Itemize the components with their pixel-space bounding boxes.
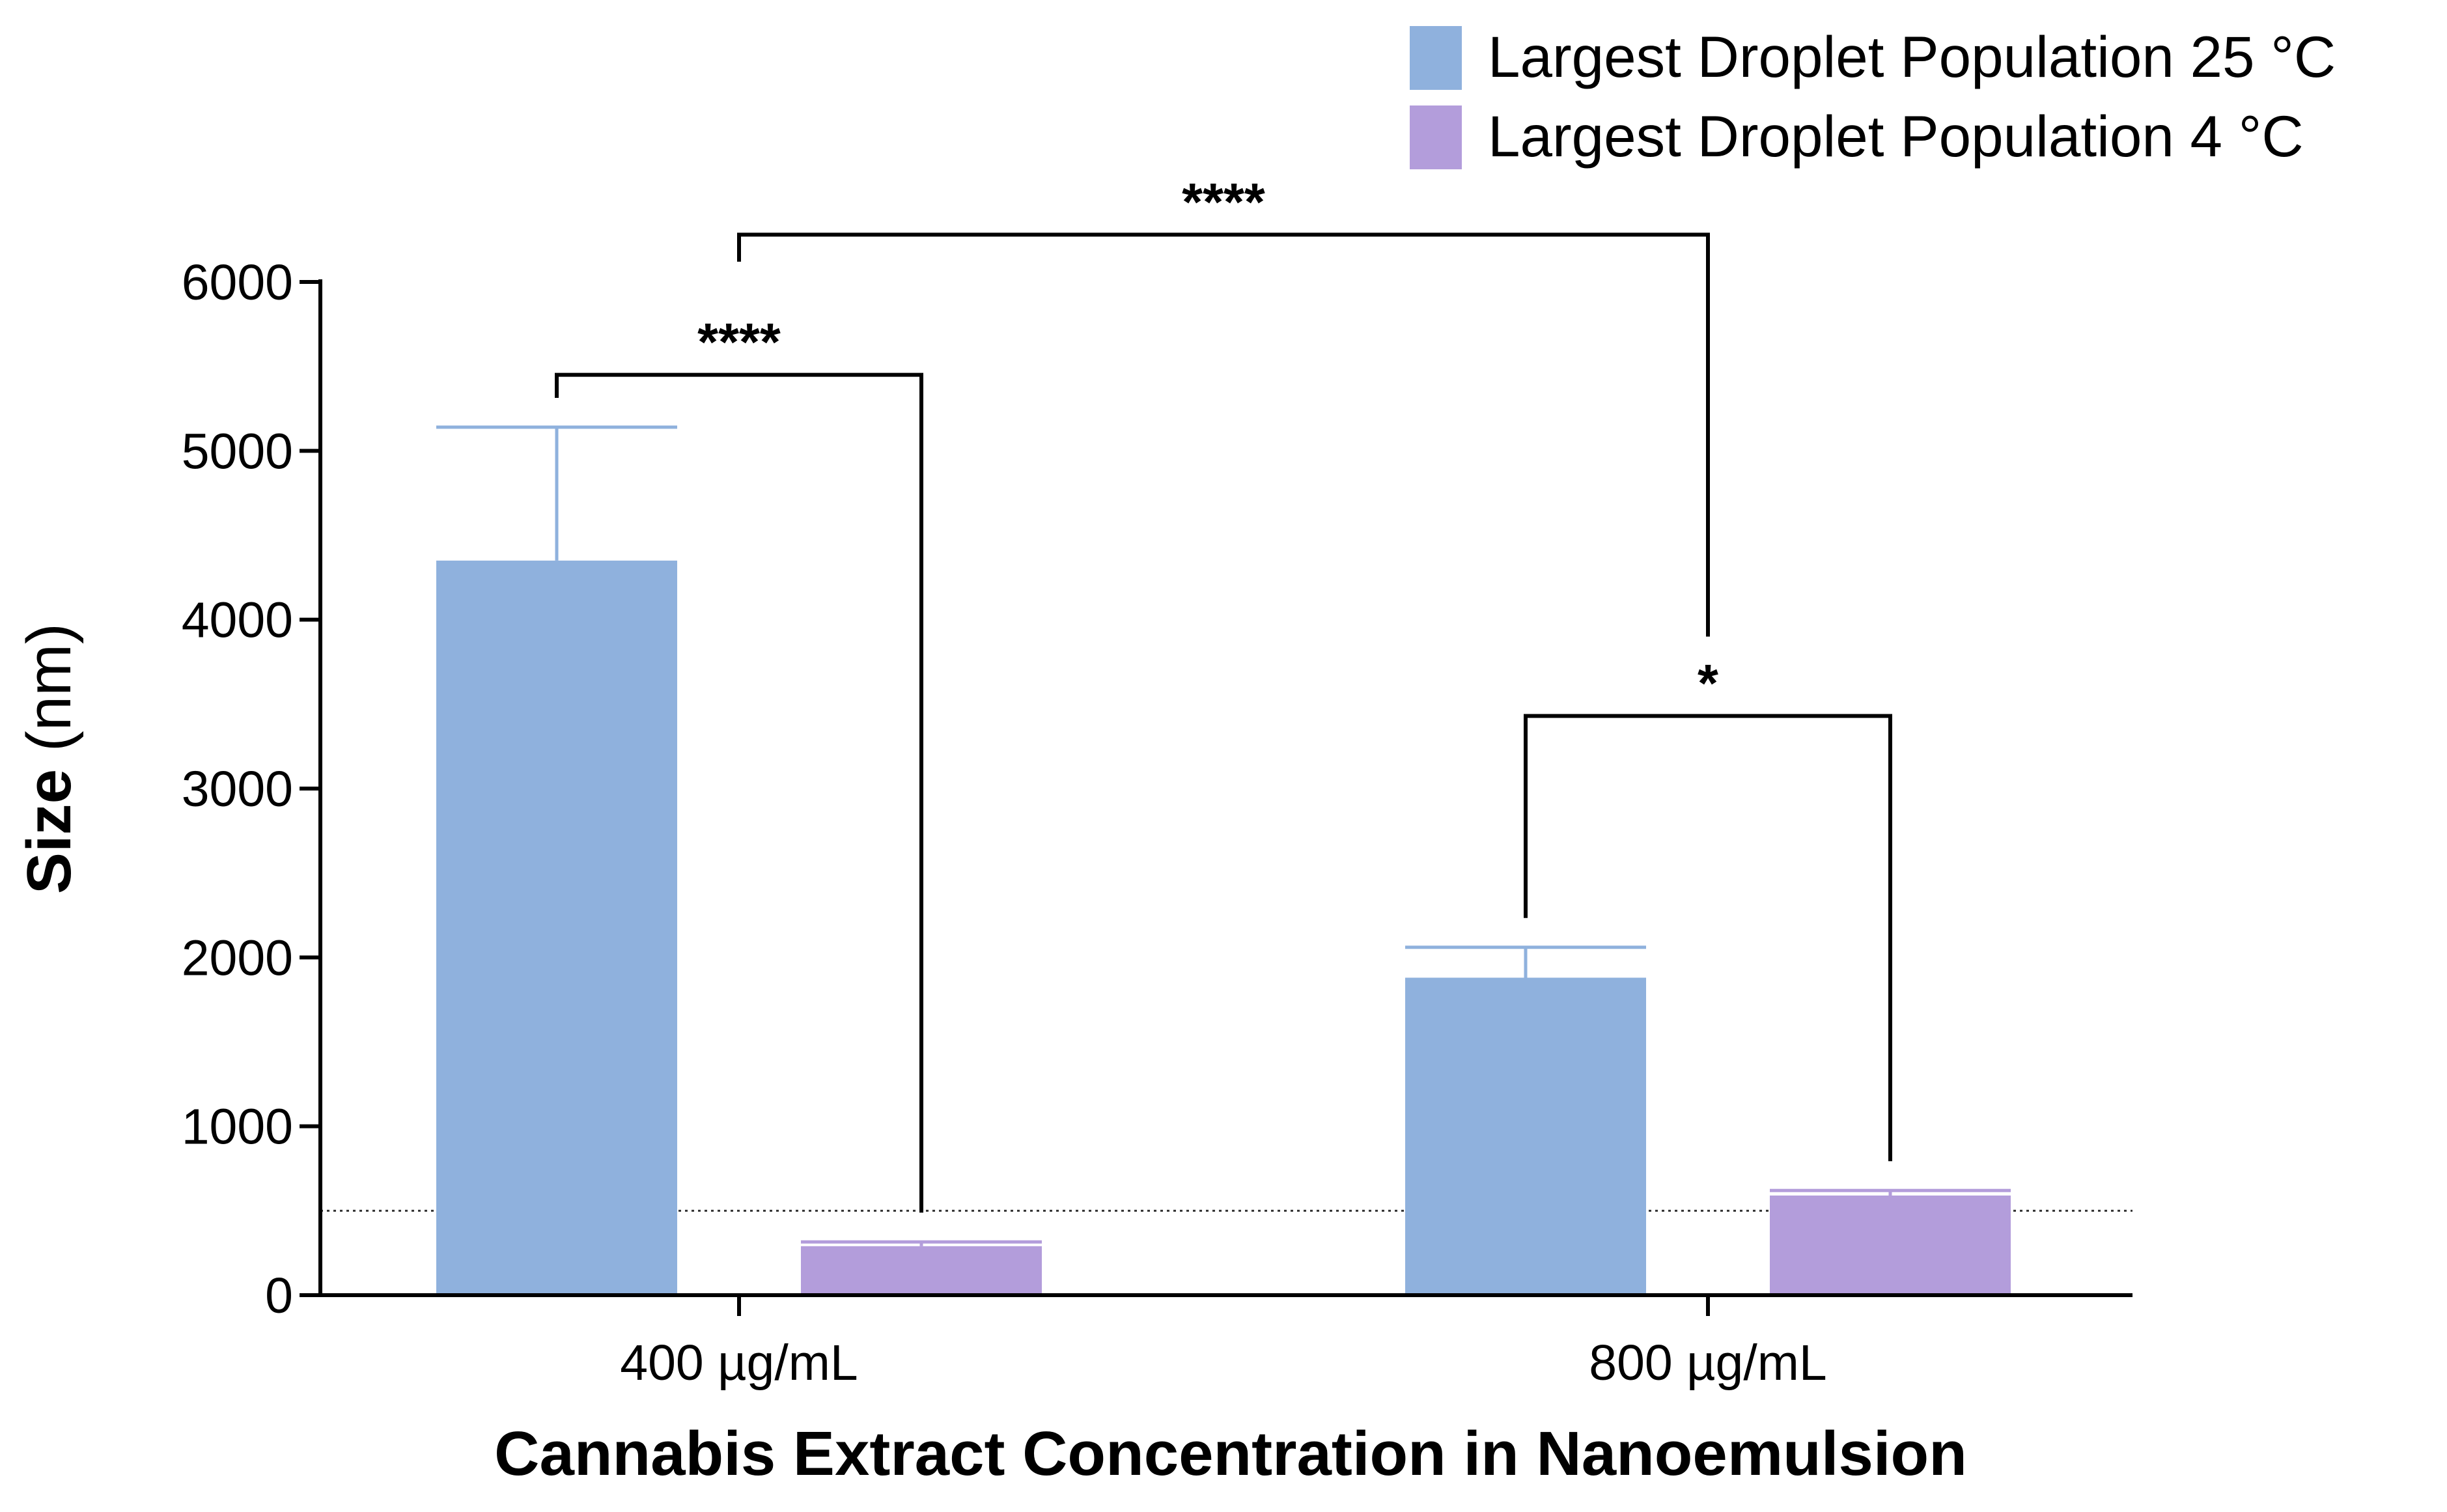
x-tick-label-800-g-ml: 800 µg/mL — [1589, 1335, 1826, 1391]
significance-label-3: **** — [1182, 173, 1265, 232]
axes-layer: 0 1000 2000 3000 4000 5000 6000 400 µg/mL 800 µg… — [182, 255, 2132, 1391]
y-axis-title-bold: Size — [14, 769, 84, 894]
bars-layer — [436, 425, 2011, 1295]
legend-swatch-2 — [1410, 105, 1462, 169]
y-tick-label-4000: 4000 — [182, 593, 293, 649]
significance-bracket-2 — [1524, 714, 1892, 1162]
y-axis-title-unit: (nm) — [14, 623, 84, 769]
legend: Largest Droplet Population 25 °C Largest … — [1410, 24, 2336, 169]
bar-800-g-ml-series-1 — [1405, 977, 1646, 1295]
significance-label-2: * — [1698, 654, 1718, 713]
legend-label-2: Largest Droplet Population 4 °C — [1488, 104, 2304, 169]
y-axis-title: Size (nm) — [14, 623, 84, 894]
bar-400-g-ml-series-1 — [436, 560, 677, 1295]
x-axis-title: Cannabis Extract Concentration in Nanoem… — [494, 1419, 1967, 1489]
y-tick-label-6000: 6000 — [182, 255, 293, 311]
y-tick-label-2000: 2000 — [182, 930, 293, 986]
bar-800-g-ml-series-2 — [1770, 1195, 2011, 1295]
significance-layer: ********* — [555, 173, 1892, 1213]
significance-label-1: **** — [697, 313, 781, 372]
significance-bracket-1 — [555, 372, 923, 1213]
y-tick-label-0: 0 — [265, 1268, 293, 1324]
x-tick-label-400-g-ml: 400 µg/mL — [620, 1335, 858, 1391]
legend-label-1: Largest Droplet Population 25 °C — [1488, 24, 2336, 89]
legend-swatch-1 — [1410, 26, 1462, 90]
y-tick-label-1000: 1000 — [182, 1099, 293, 1155]
y-tick-label-5000: 5000 — [182, 423, 293, 479]
bar-400-g-ml-series-2 — [801, 1246, 1042, 1295]
y-tick-label-3000: 3000 — [182, 761, 293, 817]
significance-bracket-3 — [737, 232, 1710, 637]
